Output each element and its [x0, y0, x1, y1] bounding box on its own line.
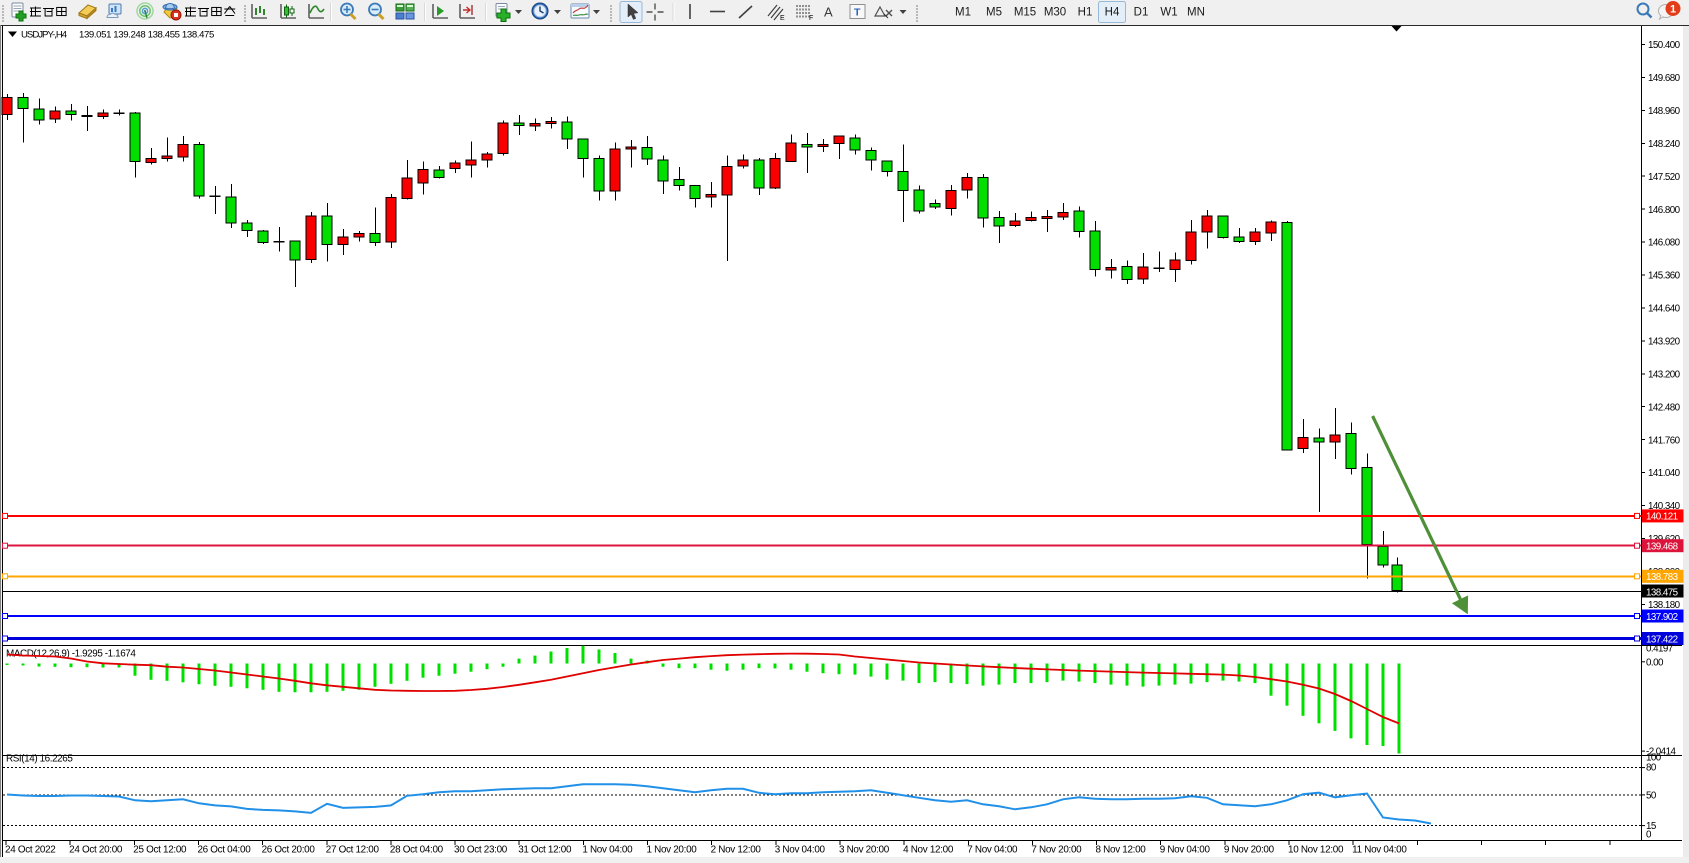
svg-text:145.360: 145.360: [1648, 271, 1681, 282]
svg-text:F: F: [809, 15, 813, 22]
svg-text:4 Nov 12:00: 4 Nov 12:00: [903, 845, 954, 856]
svg-text:10 Nov 12:00: 10 Nov 12:00: [1288, 845, 1344, 856]
svg-text:28 Oct 04:00: 28 Oct 04:00: [390, 845, 444, 856]
svg-text:0.00: 0.00: [1646, 657, 1664, 668]
svg-text:2 Nov 12:00: 2 Nov 12:00: [711, 845, 762, 856]
svg-text:3 Nov 20:00: 3 Nov 20:00: [839, 845, 890, 856]
svg-text:-2.0414: -2.0414: [1646, 747, 1676, 758]
svg-text:W1: W1: [1160, 7, 1177, 19]
svg-text:M1: M1: [955, 7, 971, 19]
svg-text:100: 100: [1646, 753, 1662, 764]
svg-text:M30: M30: [1044, 7, 1066, 19]
svg-text:80: 80: [1646, 763, 1657, 774]
svg-text:USDJPY-,H4: USDJPY-,H4: [21, 30, 68, 41]
svg-text:147.520: 147.520: [1648, 172, 1681, 183]
svg-text:M5: M5: [986, 7, 1002, 19]
svg-text:8 Nov 12:00: 8 Nov 12:00: [1096, 845, 1147, 856]
svg-text:141.040: 141.040: [1648, 468, 1681, 479]
svg-text:11 Nov 04:00: 11 Nov 04:00: [1352, 845, 1407, 856]
svg-text:15: 15: [1646, 821, 1657, 832]
svg-text:9 Nov 04:00: 9 Nov 04:00: [1160, 845, 1211, 856]
svg-text:143.200: 143.200: [1648, 369, 1681, 380]
svg-text:1 Nov 20:00: 1 Nov 20:00: [647, 845, 698, 856]
svg-text:T: T: [854, 7, 861, 19]
svg-text:9 Nov 20:00: 9 Nov 20:00: [1224, 845, 1275, 856]
svg-text:138.180: 138.180: [1648, 600, 1681, 611]
svg-text:A: A: [824, 5, 833, 20]
svg-text:148.960: 148.960: [1648, 106, 1681, 117]
svg-text:H4: H4: [1105, 7, 1120, 19]
svg-text:26 Oct 20:00: 26 Oct 20:00: [262, 845, 316, 856]
svg-text:142.480: 142.480: [1648, 402, 1681, 413]
svg-text:138.783: 138.783: [1646, 572, 1679, 583]
svg-text:144.640: 144.640: [1648, 304, 1681, 315]
svg-text:138.475: 138.475: [1646, 587, 1679, 598]
svg-text:H1: H1: [1078, 7, 1093, 19]
svg-text:MACD(12,26,9) -1.9295 -1.1674: MACD(12,26,9) -1.9295 -1.1674: [6, 649, 136, 660]
svg-text:RSI(14) 16.2265: RSI(14) 16.2265: [6, 754, 73, 765]
svg-text:31 Oct 12:00: 31 Oct 12:00: [518, 845, 572, 856]
svg-text:MN: MN: [1187, 7, 1205, 19]
svg-text:137.422: 137.422: [1646, 634, 1678, 645]
svg-text:50: 50: [1646, 791, 1657, 802]
svg-text:139.468: 139.468: [1646, 542, 1679, 553]
svg-text:25 Oct 12:00: 25 Oct 12:00: [133, 845, 187, 856]
svg-text:0.4197: 0.4197: [1646, 644, 1673, 655]
svg-text:140.340: 140.340: [1648, 501, 1681, 512]
svg-text:M15: M15: [1014, 7, 1036, 19]
svg-text:140.121: 140.121: [1646, 512, 1678, 523]
svg-text:26 Oct 04:00: 26 Oct 04:00: [197, 845, 251, 856]
svg-text:27 Oct 12:00: 27 Oct 12:00: [326, 845, 380, 856]
svg-text:146.800: 146.800: [1648, 205, 1681, 216]
svg-text:146.080: 146.080: [1648, 238, 1681, 249]
svg-text:7 Nov 20:00: 7 Nov 20:00: [1031, 845, 1082, 856]
svg-text:137.902: 137.902: [1646, 612, 1678, 623]
svg-text:24 Oct 20:00: 24 Oct 20:00: [69, 845, 123, 856]
svg-text:D1: D1: [1134, 7, 1149, 19]
svg-text:1: 1: [1670, 4, 1676, 16]
svg-text:148.240: 148.240: [1648, 139, 1681, 150]
svg-text:143.920: 143.920: [1648, 336, 1681, 347]
svg-text:141.760: 141.760: [1648, 435, 1681, 446]
svg-text:3 Nov 04:00: 3 Nov 04:00: [775, 845, 826, 856]
svg-text:150.400: 150.400: [1648, 40, 1681, 51]
svg-text:139.051 139.248 138.455 138.47: 139.051 139.248 138.455 138.475: [79, 30, 214, 41]
svg-text:24 Oct 2022: 24 Oct 2022: [5, 845, 56, 856]
svg-text:1 Nov 04:00: 1 Nov 04:00: [582, 845, 633, 856]
svg-text:30 Oct 23:00: 30 Oct 23:00: [454, 845, 508, 856]
svg-text:149.680: 149.680: [1648, 73, 1681, 84]
svg-text:7 Nov 04:00: 7 Nov 04:00: [967, 845, 1018, 856]
svg-text:E: E: [780, 15, 785, 22]
svg-text:0: 0: [1646, 830, 1652, 841]
